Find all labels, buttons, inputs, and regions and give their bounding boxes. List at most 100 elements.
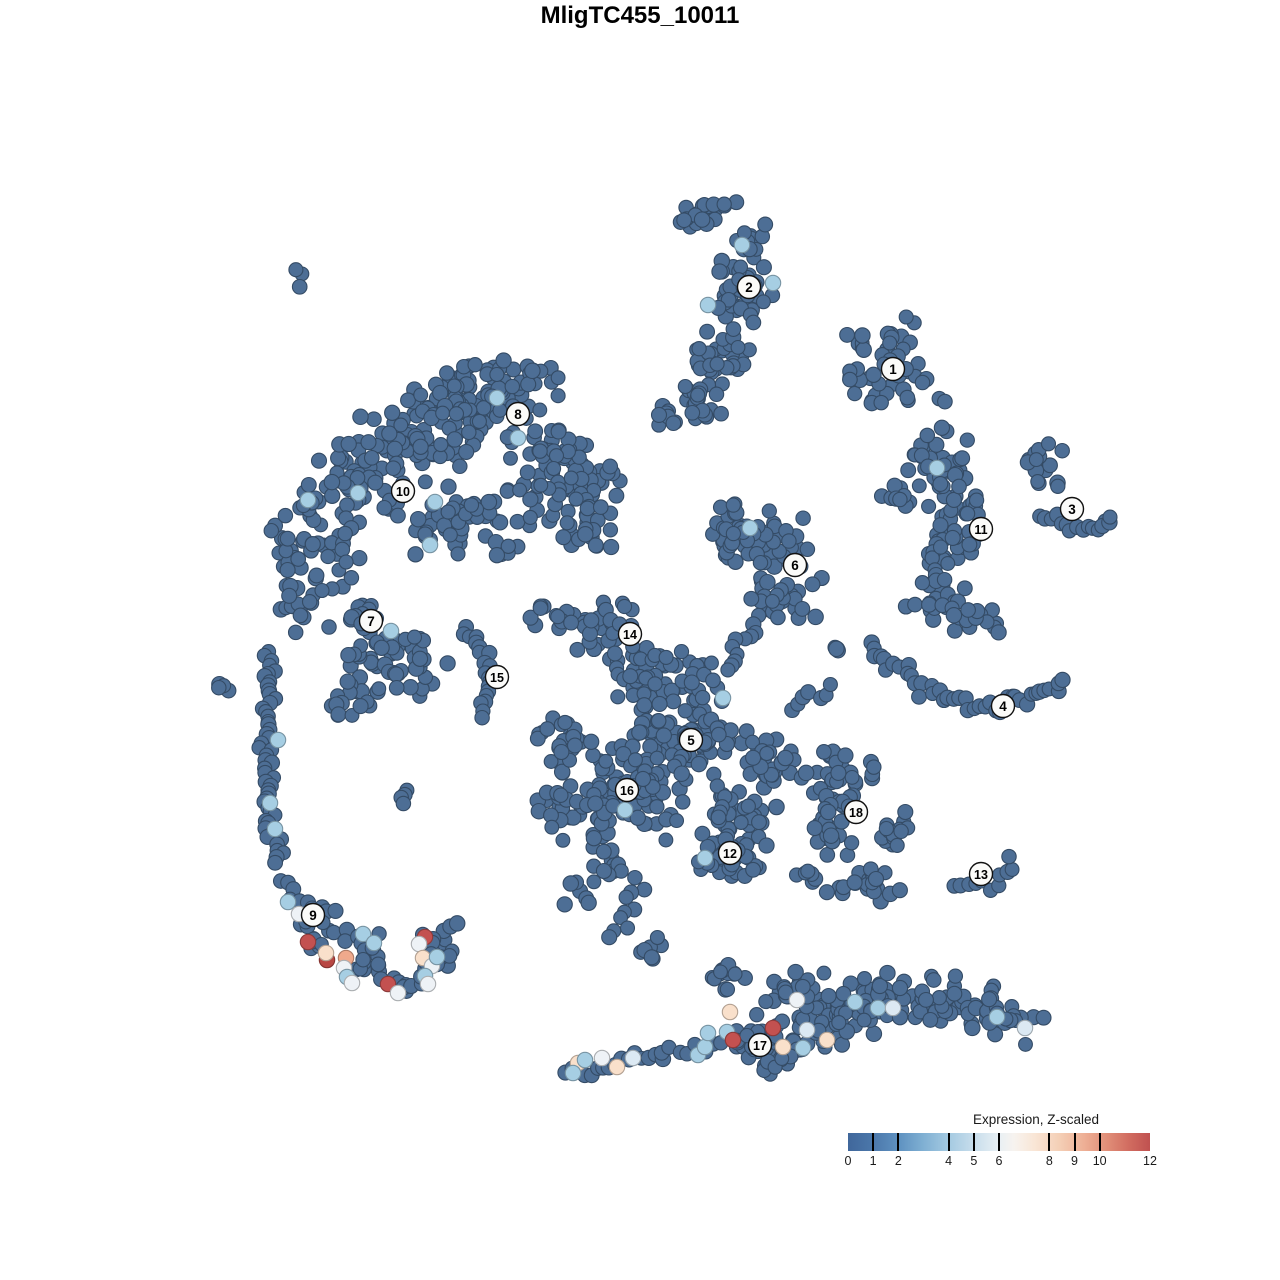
- highlight-points: [261, 236, 1034, 1082]
- cluster-11-points: [873, 419, 988, 584]
- svg-text:5: 5: [687, 733, 695, 748]
- colorbar-tick-label: 12: [1143, 1154, 1157, 1168]
- highlight-point: [261, 794, 279, 812]
- cluster-label-8: 8: [505, 401, 531, 427]
- cluster-label-13: 13: [968, 861, 994, 887]
- cluster-misc-points: [211, 262, 415, 812]
- highlight-point: [382, 622, 400, 640]
- cluster-15-points: [455, 619, 498, 726]
- colorbar-gradient: [848, 1133, 1150, 1151]
- colorbar-tick-mark: [872, 1133, 875, 1151]
- cluster-label-1: 1: [880, 356, 906, 382]
- colorbar-tick-mark: [897, 1133, 900, 1151]
- colorbar-tick-label: 6: [995, 1154, 1003, 1168]
- cluster-label-4: 4: [990, 693, 1016, 719]
- colorbar-tick-label: 5: [970, 1154, 978, 1168]
- cluster-8-points: [263, 352, 628, 641]
- svg-text:17: 17: [753, 1039, 767, 1053]
- highlight-point: [421, 536, 439, 554]
- highlight-point: [299, 933, 317, 951]
- cluster-label-16: 16: [614, 777, 640, 803]
- svg-text:7: 7: [367, 614, 375, 629]
- highlight-point: [714, 689, 732, 707]
- highlight-point: [269, 731, 287, 749]
- cluster-label-14: 14: [617, 621, 643, 647]
- cluster-label-3: 3: [1059, 496, 1085, 522]
- colorbar-tick-label: 2: [894, 1154, 902, 1168]
- cluster-label-2: 2: [736, 274, 762, 300]
- highlight-point: [794, 1039, 812, 1057]
- colorbar-tick-label: 8: [1045, 1154, 1053, 1168]
- svg-text:15: 15: [490, 671, 504, 685]
- highlight-point: [869, 999, 887, 1017]
- highlight-point: [389, 984, 407, 1002]
- svg-text:13: 13: [974, 868, 988, 882]
- svg-text:10: 10: [396, 485, 410, 499]
- cluster-label-11: 11: [968, 516, 994, 542]
- highlight-point: [788, 991, 806, 1009]
- highlight-point: [419, 975, 437, 993]
- svg-text:12: 12: [723, 847, 737, 861]
- colorbar-tick-mark: [947, 1133, 950, 1151]
- highlight-point: [774, 1038, 792, 1056]
- colorbar-tick-mark: [972, 1133, 975, 1151]
- highlight-point: [616, 801, 634, 819]
- highlight-point: [696, 1038, 714, 1056]
- highlight-point: [846, 993, 864, 1011]
- highlight-point: [266, 820, 284, 838]
- svg-text:1: 1: [889, 362, 897, 377]
- svg-text:8: 8: [514, 407, 522, 422]
- colorbar-tick-label: 9: [1071, 1154, 1078, 1168]
- svg-text:16: 16: [620, 784, 634, 798]
- highlight-point: [764, 274, 782, 292]
- highlight-point: [299, 491, 317, 509]
- highlight-point: [279, 893, 297, 911]
- highlight-point: [741, 519, 759, 537]
- highlight-point: [365, 934, 383, 952]
- svg-text:6: 6: [791, 558, 799, 573]
- highlight-point: [564, 1064, 582, 1082]
- highlight-point: [349, 484, 367, 502]
- cluster-label-10: 10: [390, 478, 416, 504]
- cluster-label-9: 9: [300, 902, 326, 928]
- cluster-label-18: 18: [843, 799, 869, 825]
- svg-text:18: 18: [849, 806, 863, 820]
- cluster-7-points: [321, 597, 456, 723]
- highlight-point: [884, 999, 902, 1017]
- svg-text:11: 11: [974, 523, 987, 537]
- highlight-point: [426, 493, 444, 511]
- highlight-point: [624, 1049, 642, 1067]
- highlight-point: [733, 236, 751, 254]
- svg-text:14: 14: [623, 628, 637, 642]
- cluster-label-15: 15: [484, 664, 510, 690]
- colorbar-tick-mark: [1048, 1133, 1051, 1151]
- cluster-17-points: [557, 956, 1052, 1084]
- highlight-point: [343, 974, 361, 992]
- cluster-2-points: [650, 194, 781, 433]
- highlight-point: [428, 948, 446, 966]
- colorbar-tick-label: 4: [945, 1154, 953, 1168]
- highlight-point: [818, 1031, 836, 1049]
- colorbar-tick-mark: [1098, 1133, 1101, 1151]
- highlight-point: [721, 1003, 739, 1021]
- highlight-point: [354, 925, 372, 943]
- highlight-point: [696, 849, 714, 867]
- highlight-point: [988, 1008, 1006, 1026]
- cluster-4-points: [827, 571, 1071, 721]
- highlight-point: [488, 389, 506, 407]
- cluster-label-7: 7: [358, 608, 384, 634]
- highlight-point: [410, 935, 428, 953]
- cluster-6-points: [705, 496, 830, 678]
- cluster-label-6: 6: [782, 552, 808, 578]
- svg-text:4: 4: [999, 699, 1007, 714]
- cluster-label-12: 12: [717, 840, 743, 866]
- svg-text:3: 3: [1068, 502, 1076, 517]
- highlight-point: [724, 1031, 742, 1049]
- svg-text:2: 2: [745, 280, 753, 295]
- colorbar-tick-label: 1: [869, 1154, 877, 1168]
- cluster-label-5: 5: [678, 727, 704, 753]
- highlight-point: [1016, 1019, 1034, 1037]
- highlight-point: [699, 1024, 717, 1042]
